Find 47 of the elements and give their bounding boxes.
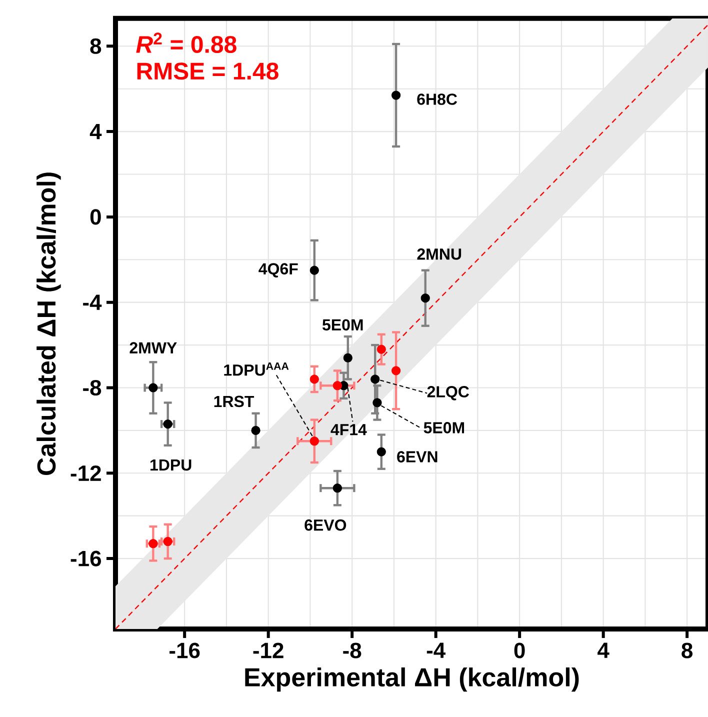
annotation: 5E0M (424, 422, 464, 434)
annotation: 2MNU (417, 248, 462, 260)
annotation: RMSE = 1.48 (137, 62, 278, 80)
annotation: 2MWY (130, 342, 177, 354)
annotation: 1DPU$^{AAA}$ (224, 362, 289, 376)
annotation: 5E0M (322, 319, 363, 331)
x-axis-title: Experimental ΔH (kcal/mol) (245, 667, 579, 692)
y-tick-label: 8 (90, 38, 102, 54)
x-tick-label: -12 (253, 642, 284, 658)
x-tick-label: -16 (170, 642, 200, 658)
annotation: 1DPU (150, 459, 192, 471)
x-tick-label: 8 (682, 642, 693, 658)
annotation: 4F14 (330, 424, 367, 436)
x-tick-label: 4 (598, 642, 610, 658)
y-tick-label: 0 (90, 209, 101, 225)
point (391, 90, 401, 100)
point (332, 484, 342, 493)
y-tick-label: -16 (70, 550, 101, 566)
annotation: 2LQC (427, 386, 470, 400)
point (343, 353, 352, 362)
annotation: 1RST (214, 396, 254, 408)
point (332, 381, 342, 390)
point (376, 344, 386, 354)
y-axis-title: Calculated ΔH (kcal/mol) (36, 172, 61, 476)
y-tick-label: 4 (90, 124, 102, 140)
annotation: 6EVN (397, 451, 438, 462)
y-tick-label: -4 (83, 294, 102, 310)
x-tick-label: -4 (426, 642, 446, 658)
point (370, 374, 380, 384)
annotation: 4Q6F (258, 263, 298, 278)
point (148, 383, 158, 392)
x-tick-label: -8 (343, 642, 362, 658)
point (310, 436, 319, 446)
x-tick-label: 0 (514, 642, 525, 658)
point (251, 426, 260, 436)
point (372, 398, 382, 408)
annotation: R$^{2}$ = 0.88 (136, 32, 236, 53)
y-tick-label: -8 (83, 380, 102, 396)
point (420, 294, 430, 303)
point (310, 374, 319, 384)
annotation: 6EVO (304, 519, 346, 531)
point (310, 266, 319, 275)
y-tick-label: -12 (70, 465, 101, 481)
point (163, 419, 172, 429)
point (376, 447, 386, 456)
annotation: 6H8C (417, 94, 458, 105)
point (391, 366, 401, 376)
